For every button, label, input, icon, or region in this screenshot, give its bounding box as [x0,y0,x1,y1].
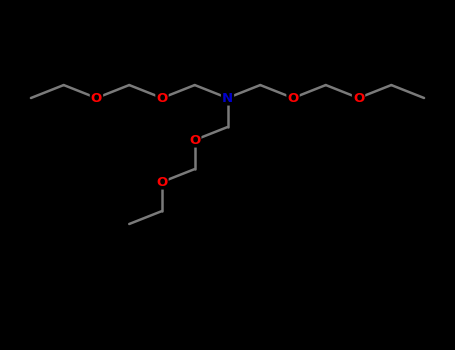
Text: N: N [222,91,233,105]
Text: O: O [353,91,364,105]
Text: O: O [91,91,102,105]
Text: O: O [157,91,167,105]
Text: O: O [288,91,298,105]
Text: O: O [157,175,167,189]
Text: O: O [189,133,200,147]
